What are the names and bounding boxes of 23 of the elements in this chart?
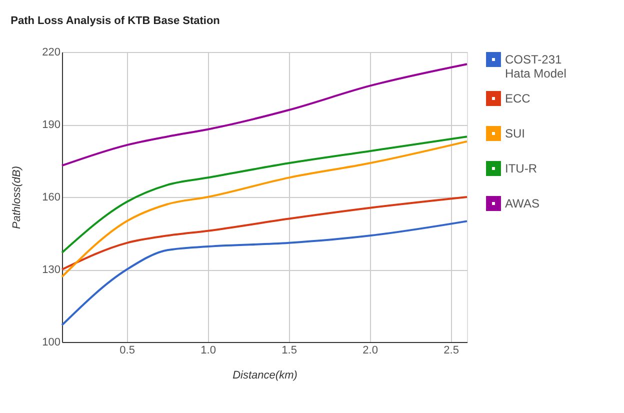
y-tick-label: 220 [42, 46, 60, 58]
chart-title: Path Loss Analysis of KTB Base Station [10, 15, 220, 27]
x-tick-label: 2.5 [444, 344, 459, 356]
legend-label: COST-231 Hata Model [505, 52, 566, 80]
line-series [61, 136, 468, 254]
y-tick-label: 190 [42, 119, 60, 131]
line-series [61, 140, 468, 278]
y-tick-label: 100 [42, 336, 60, 348]
line-series [61, 196, 468, 270]
legend-label: SUI [505, 126, 526, 140]
legend-label: ITU-R [505, 162, 538, 176]
line-series [61, 220, 468, 326]
x-tick-label: 0.5 [120, 344, 135, 356]
legend-label: AWAS [505, 196, 540, 210]
x-tick-label: 1.0 [200, 344, 216, 356]
x-tick-label: 1.5 [282, 344, 297, 356]
x-tick-label: 2.0 [362, 344, 378, 356]
y-tick-label: 130 [42, 264, 60, 276]
y-tick-label: 160 [42, 192, 60, 204]
x-axis-title: Distance(km) [232, 370, 298, 382]
line-series [61, 63, 468, 167]
legend-label: ECC [505, 92, 531, 106]
y-axis-title: Pathloss(dB) [11, 166, 24, 229]
